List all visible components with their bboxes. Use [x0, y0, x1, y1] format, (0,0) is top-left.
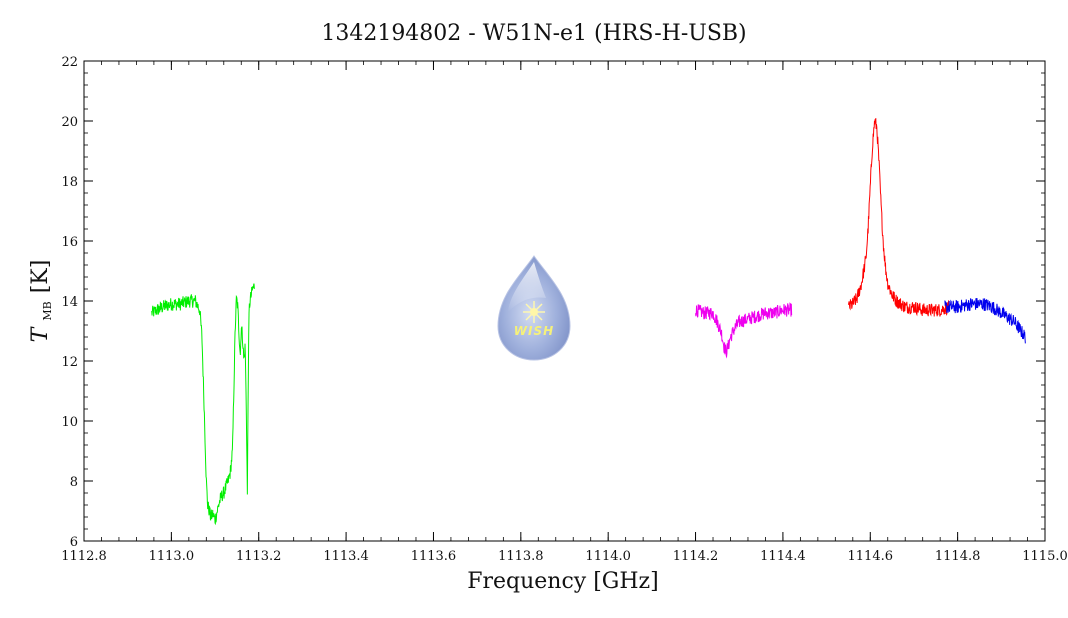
y-tick-label: 20: [61, 115, 78, 130]
x-tick-label: 1114.6: [848, 549, 894, 564]
x-tick-label: 1113.2: [236, 549, 282, 564]
axes-layer: 1112.8 1113.0 1113.2 1113.4 1113.6 1113.8 1114…: [61, 55, 1068, 564]
y-tick-label: 16: [61, 235, 78, 250]
x-tick-label: 1114.2: [673, 549, 719, 564]
x-tick-label: 1113.8: [498, 549, 544, 564]
x-tick-label: 1114.4: [760, 549, 806, 564]
series-line-1: [151, 283, 255, 526]
y-tick-label: 12: [61, 355, 78, 370]
x-tick-label: 1113.4: [323, 549, 369, 564]
x-tick-label: 1115.0: [1022, 549, 1068, 564]
y-axis-label-unit: [K]: [28, 260, 53, 294]
y-tick-label: 18: [61, 175, 78, 190]
series-layer: [151, 118, 1026, 526]
y-tick-label: 6: [70, 535, 78, 550]
chart-title: 1342194802 - W51N-e1 (HRS-H-USB): [321, 21, 746, 46]
y-tick-label: 14: [61, 295, 78, 310]
series-line-4: [944, 297, 1026, 344]
logo-text: WISH: [514, 324, 554, 338]
x-tick-label: 1113.6: [411, 549, 457, 564]
y-axis-label-main: T: [28, 325, 53, 342]
y-tick-label: 10: [61, 415, 78, 430]
series-line-3: [847, 118, 950, 317]
y-tick-label: 8: [70, 475, 78, 490]
series-line-2: [695, 302, 793, 359]
wish-logo: WISH: [497, 255, 571, 361]
y-axis-label-sub: MB: [41, 301, 54, 320]
x-tick-label: 1113.0: [149, 549, 195, 564]
x-tick-label: 1114.8: [935, 549, 981, 564]
x-tick-label: 1114.0: [585, 549, 631, 564]
x-tick-label: 1112.8: [61, 549, 107, 564]
x-axis-label: Frequency [GHz]: [467, 569, 659, 594]
y-axis-label: T MB [K]: [28, 260, 55, 343]
y-tick-label: 22: [61, 55, 78, 70]
